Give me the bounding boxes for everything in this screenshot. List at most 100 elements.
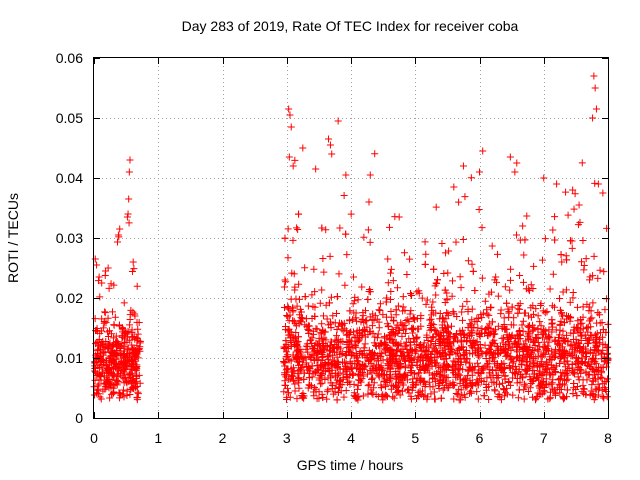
data-point bbox=[289, 317, 297, 325]
data-point bbox=[466, 389, 474, 397]
data-point bbox=[536, 343, 544, 351]
data-point bbox=[530, 337, 538, 345]
data-point bbox=[117, 371, 125, 379]
data-point bbox=[353, 365, 361, 373]
data-point bbox=[101, 383, 109, 391]
data-point bbox=[564, 338, 572, 346]
data-point bbox=[362, 362, 370, 370]
data-point bbox=[477, 370, 485, 378]
data-point bbox=[402, 317, 410, 325]
data-point bbox=[128, 384, 136, 392]
x-tick-label: 8 bbox=[604, 430, 612, 446]
data-point bbox=[537, 301, 545, 309]
data-point bbox=[516, 332, 524, 340]
data-point bbox=[404, 386, 412, 394]
data-point bbox=[382, 381, 390, 389]
data-point bbox=[583, 361, 591, 369]
data-point bbox=[506, 353, 514, 361]
data-point bbox=[577, 360, 585, 368]
data-point bbox=[415, 369, 423, 377]
data-point bbox=[399, 322, 407, 330]
data-point bbox=[513, 231, 521, 239]
data-point bbox=[449, 308, 457, 316]
data-point bbox=[352, 393, 360, 401]
data-point bbox=[404, 385, 412, 393]
data-point bbox=[353, 357, 361, 365]
data-point bbox=[516, 271, 524, 279]
data-point bbox=[584, 371, 592, 379]
data-point bbox=[507, 381, 515, 389]
data-point bbox=[358, 368, 366, 376]
data-point bbox=[425, 343, 433, 351]
data-point bbox=[532, 394, 540, 402]
data-point bbox=[520, 251, 528, 259]
data-point bbox=[563, 357, 571, 365]
data-point bbox=[525, 312, 533, 320]
data-point bbox=[425, 357, 433, 365]
data-point bbox=[532, 396, 539, 404]
data-point bbox=[591, 331, 599, 339]
data-point bbox=[526, 384, 534, 392]
data-point bbox=[590, 346, 598, 354]
data-point bbox=[346, 307, 354, 315]
data-point bbox=[454, 336, 462, 344]
data-point bbox=[427, 338, 435, 346]
data-point bbox=[99, 365, 107, 373]
data-point bbox=[298, 393, 306, 401]
data-point bbox=[476, 333, 484, 341]
data-point bbox=[556, 360, 564, 368]
data-point bbox=[117, 358, 125, 366]
data-point bbox=[390, 394, 398, 402]
data-point bbox=[388, 336, 396, 344]
data-point bbox=[313, 325, 321, 333]
data-point bbox=[126, 156, 134, 164]
data-point bbox=[343, 331, 351, 339]
data-point bbox=[119, 351, 127, 359]
data-point bbox=[373, 315, 381, 323]
data-point bbox=[517, 357, 525, 365]
data-point bbox=[591, 385, 599, 393]
data-point bbox=[399, 293, 407, 301]
data-point bbox=[409, 324, 417, 332]
data-point bbox=[574, 339, 582, 347]
data-point bbox=[468, 260, 476, 268]
data-point bbox=[299, 389, 307, 397]
data-point bbox=[592, 341, 600, 349]
data-point bbox=[604, 343, 612, 351]
data-point bbox=[399, 303, 407, 311]
data-point bbox=[128, 379, 136, 387]
data-point bbox=[551, 391, 559, 399]
data-point bbox=[478, 364, 486, 372]
data-point bbox=[418, 347, 426, 355]
data-point bbox=[570, 205, 578, 213]
data-point bbox=[105, 284, 113, 292]
data-point bbox=[442, 315, 450, 323]
data-point bbox=[336, 345, 344, 353]
data-point bbox=[317, 330, 325, 338]
data-point bbox=[333, 364, 341, 372]
data-point bbox=[519, 351, 527, 359]
data-point bbox=[94, 362, 102, 370]
data-point bbox=[500, 321, 508, 329]
data-point bbox=[377, 352, 385, 360]
data-point bbox=[417, 312, 425, 320]
data-point bbox=[284, 302, 292, 310]
data-point bbox=[110, 359, 118, 367]
data-point bbox=[369, 352, 377, 360]
data-point bbox=[297, 308, 305, 316]
data-point bbox=[440, 269, 448, 277]
data-point bbox=[128, 366, 136, 374]
data-point bbox=[457, 386, 465, 394]
data-point bbox=[476, 341, 484, 349]
data-point bbox=[450, 381, 458, 389]
data-point bbox=[384, 255, 392, 263]
data-point bbox=[510, 321, 518, 329]
data-point bbox=[100, 319, 108, 327]
data-point bbox=[588, 381, 596, 389]
data-point bbox=[462, 381, 470, 389]
data-point bbox=[507, 346, 515, 354]
data-point bbox=[366, 313, 374, 321]
data-point bbox=[407, 307, 415, 315]
data-point bbox=[411, 370, 419, 378]
data-point bbox=[433, 276, 441, 284]
